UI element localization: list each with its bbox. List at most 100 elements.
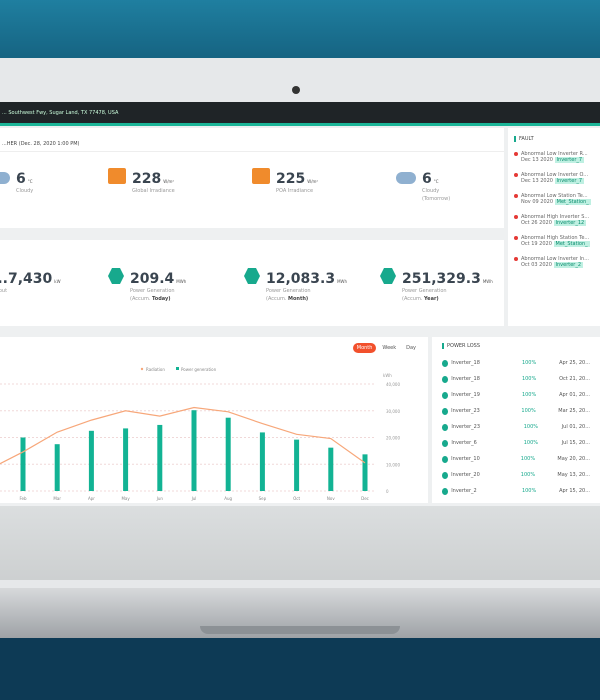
loss-percent: 100%	[521, 360, 537, 366]
power-loss-row[interactable]: Inverter_6 100% Jul 15, 20...	[442, 435, 590, 451]
inverter-icon	[442, 487, 449, 495]
power-unit: kW	[54, 279, 61, 284]
inverter-icon	[442, 407, 449, 415]
power-label: ...tput	[0, 288, 8, 294]
inverter-name: Inverter_23	[451, 424, 481, 430]
power-loss-title: POWER LOSS	[442, 343, 590, 349]
loss-percent: 100%	[523, 440, 538, 446]
power-loss-row[interactable]: Inverter_23 100% Mar 25, 20...	[442, 403, 590, 419]
y-tick-label: 30,000	[386, 409, 400, 414]
bar	[328, 447, 334, 491]
fault-panel: FAULT Abnormal Low Inverter R... Dec 13 2…	[508, 128, 600, 326]
power-hex-icon	[380, 268, 396, 284]
radiation-line	[0, 406, 366, 465]
fault-item[interactable]: Abnormal Low Inverter In... Oct 03 2020 I…	[514, 256, 594, 268]
power-hex-icon	[244, 268, 260, 284]
inverter-name: Inverter_20	[451, 472, 480, 478]
accum-period: Today)	[152, 296, 171, 302]
header-bar: ... Southwest Fwy, Sugar Land, TX 77478,…	[0, 102, 600, 126]
bar	[259, 432, 265, 491]
inverter-name: Inverter_18	[451, 360, 480, 366]
weather-label: Cloudy	[16, 188, 34, 194]
fault-tag: Inverter_2	[553, 262, 584, 268]
fault-item[interactable]: Abnormal Low Station Te... Nov 09 2020 Me…	[514, 193, 594, 205]
bar	[157, 424, 163, 491]
weather-item: 228 W/m² Global Irradiance	[108, 168, 175, 195]
power-loss-row[interactable]: Inverter_19 100% Apr 01, 20...	[442, 387, 590, 403]
power-loss-row[interactable]: Inverter_2 100% Apr 15, 20...	[442, 483, 590, 499]
power-loss-row[interactable]: Inverter_18 100% Apr 25, 20...	[442, 355, 590, 371]
weather-unit: W/m²	[307, 179, 319, 184]
power-hex-icon	[108, 268, 124, 284]
inverter-name: Inverter_6	[451, 440, 477, 446]
accum-prefix: (Accum.	[266, 296, 287, 302]
x-tick-label: Jun	[156, 496, 164, 501]
month-button[interactable]: Month	[352, 343, 377, 353]
x-tick-label: Oct	[293, 496, 300, 501]
fault-item[interactable]: Abnormal High Inverter S... Oct 26 2020 I…	[514, 214, 594, 226]
fault-item[interactable]: Abnormal High Station Te... Oct 19 2020 M…	[514, 235, 594, 247]
power-item: 209.4 MWh Power Generation (Accum. Today)	[108, 268, 186, 303]
inverter-icon	[442, 455, 449, 463]
bar	[225, 417, 231, 491]
power-label: Power Generation	[130, 288, 175, 294]
power-loss-row[interactable]: Inverter_18 100% Oct 21, 20...	[442, 371, 590, 387]
fault-date: Oct 03 2020	[521, 262, 552, 268]
loss-date: Jul 15, 20...	[561, 440, 590, 446]
x-tick-label: Dec	[361, 496, 369, 501]
y-tick-label: 10,000	[386, 462, 400, 467]
power-unit: MWh	[176, 279, 187, 284]
power-value: 251,329.3	[402, 271, 481, 287]
weather-card: ...HER (Dec. 28, 2020 1:00 PM) 6 °C Cloudy…	[0, 128, 504, 228]
bar	[191, 410, 197, 491]
loss-date: Oct 21, 20...	[559, 376, 590, 382]
bar	[123, 428, 129, 491]
power-loss-row[interactable]: Inverter_10 100% May 20, 20...	[442, 451, 590, 467]
weather-value: 228	[132, 171, 162, 187]
cloud-sun-icon	[0, 172, 10, 184]
day-button[interactable]: Day	[406, 345, 416, 351]
solar-panel-icon	[252, 168, 270, 184]
fault-text: Abnormal High Inverter S...	[521, 214, 590, 220]
loss-percent: 100%	[521, 488, 537, 494]
loss-percent: 100%	[520, 456, 536, 462]
weather-label: Cloudy	[422, 188, 440, 194]
inverter-icon	[442, 359, 449, 367]
fault-tag: Inverter_7	[554, 178, 585, 184]
power-value: ...7,430	[0, 271, 53, 287]
bar	[294, 439, 300, 491]
fault-tag: Inverter_12	[553, 220, 587, 226]
x-tick-label: Apr	[88, 496, 95, 501]
loss-date: Apr 01, 20...	[559, 392, 590, 398]
power-loss-row[interactable]: Inverter_20 100% May 13, 20...	[442, 467, 590, 483]
loss-date: Mar 25, 20...	[558, 408, 590, 414]
fault-item[interactable]: Abnormal Low Inverter R... Dec 13 2020 In…	[514, 151, 594, 163]
accum-period: Year)	[424, 296, 439, 302]
alert-dot-icon	[514, 173, 518, 177]
inverter-icon	[442, 439, 449, 447]
laptop-screen: ... Southwest Fwy, Sugar Land, TX 77478,…	[0, 102, 600, 580]
x-tick-label: Feb	[19, 496, 27, 501]
weather-label-2: (Tomorrow)	[422, 196, 451, 202]
y-tick-label: 20,000	[386, 436, 400, 441]
weather-label: POA Irradiance	[276, 188, 314, 194]
fault-date: Dec 13 2020	[521, 157, 553, 163]
fault-item[interactable]: Abnormal Low Inverter O... Dec 13 2020 In…	[514, 172, 594, 184]
inverter-icon	[442, 391, 449, 399]
inverter-icon	[442, 423, 449, 431]
power-loss-row[interactable]: Inverter_23 100% Jul 01, 20...	[442, 419, 590, 435]
power-label: Power Generation	[266, 288, 311, 294]
fault-date: Oct 26 2020	[521, 220, 552, 226]
week-button[interactable]: Week	[382, 345, 397, 351]
loss-percent: 100%	[523, 424, 538, 430]
lid-notch	[200, 626, 400, 634]
bar	[88, 430, 94, 491]
alert-dot-icon	[514, 257, 518, 261]
inverter-icon	[442, 375, 449, 383]
legend-radiation-marker	[140, 367, 144, 371]
alert-dot-icon	[514, 194, 518, 198]
fault-text: Abnormal Low Inverter O...	[521, 172, 589, 178]
y-axis-label: kWh	[383, 373, 392, 378]
legend-power-marker	[176, 367, 179, 370]
